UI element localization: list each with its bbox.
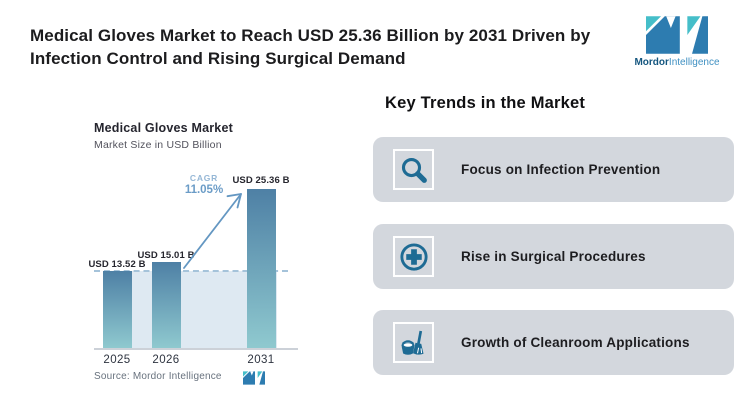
- chart-dashed-reference-line: [94, 270, 288, 272]
- page-title: Medical Gloves Market to Reach USD 25.36…: [30, 24, 650, 70]
- cleaning-broom-icon: [401, 330, 423, 355]
- trend-label: Growth of Cleanroom Applications: [461, 335, 690, 350]
- trend-label: Focus on Infection Prevention: [461, 162, 661, 177]
- trend-card-infection-prevention: Focus on Infection Prevention: [373, 137, 734, 202]
- mordor-logo-small-icon: [243, 371, 265, 385]
- chart-source: Source: Mordor Intelligence: [94, 371, 222, 382]
- bar-value-label-2031: USD 25.36 B: [232, 175, 290, 186]
- chart-title: Medical Gloves Market: [94, 121, 233, 135]
- cagr-label: CAGR: [189, 173, 219, 183]
- brand-wordmark: MordorIntelligence: [633, 57, 721, 68]
- x-tick-2025: 2025: [103, 354, 131, 366]
- trend-icon-box: [393, 236, 434, 277]
- cagr-value: 11.05%: [184, 184, 224, 196]
- page-title-line2: Infection Control and Rising Surgical De…: [30, 49, 406, 68]
- trend-card-surgical-procedures: Rise in Surgical Procedures: [373, 224, 734, 289]
- trend-icon-box: [393, 322, 434, 363]
- growth-arrow-icon: [183, 193, 242, 269]
- magnifier-icon: [401, 157, 427, 183]
- trend-label: Rise in Surgical Procedures: [461, 249, 646, 264]
- bar-2031: [247, 189, 276, 348]
- mordor-logo-icon: [646, 16, 708, 54]
- bar-2025: [103, 271, 132, 348]
- chart-subtitle: Market Size in USD Billion: [94, 139, 222, 151]
- page-title-line1: Medical Gloves Market to Reach USD 25.36…: [30, 26, 591, 45]
- brand-logo: MordorIntelligence: [633, 15, 721, 68]
- bar-value-label-2026: USD 15.01 B: [137, 250, 195, 261]
- trend-icon-box: [393, 149, 434, 190]
- bar-2026: [152, 262, 181, 348]
- trends-heading: Key Trends in the Market: [385, 94, 586, 112]
- x-tick-2031: 2031: [247, 354, 275, 366]
- bar-value-label-2025: USD 13.52 B: [88, 259, 146, 270]
- medical-cross-icon: [399, 242, 428, 271]
- brand-wordmark-light: Intelligence: [668, 57, 720, 68]
- x-axis-line: [94, 348, 298, 350]
- x-tick-2026: 2026: [152, 354, 180, 366]
- cagr-annotation: CAGR 11.05%: [180, 173, 228, 196]
- trend-card-cleanroom-applications: Growth of Cleanroom Applications: [373, 310, 734, 375]
- brand-wordmark-bold: Mordor: [634, 57, 669, 68]
